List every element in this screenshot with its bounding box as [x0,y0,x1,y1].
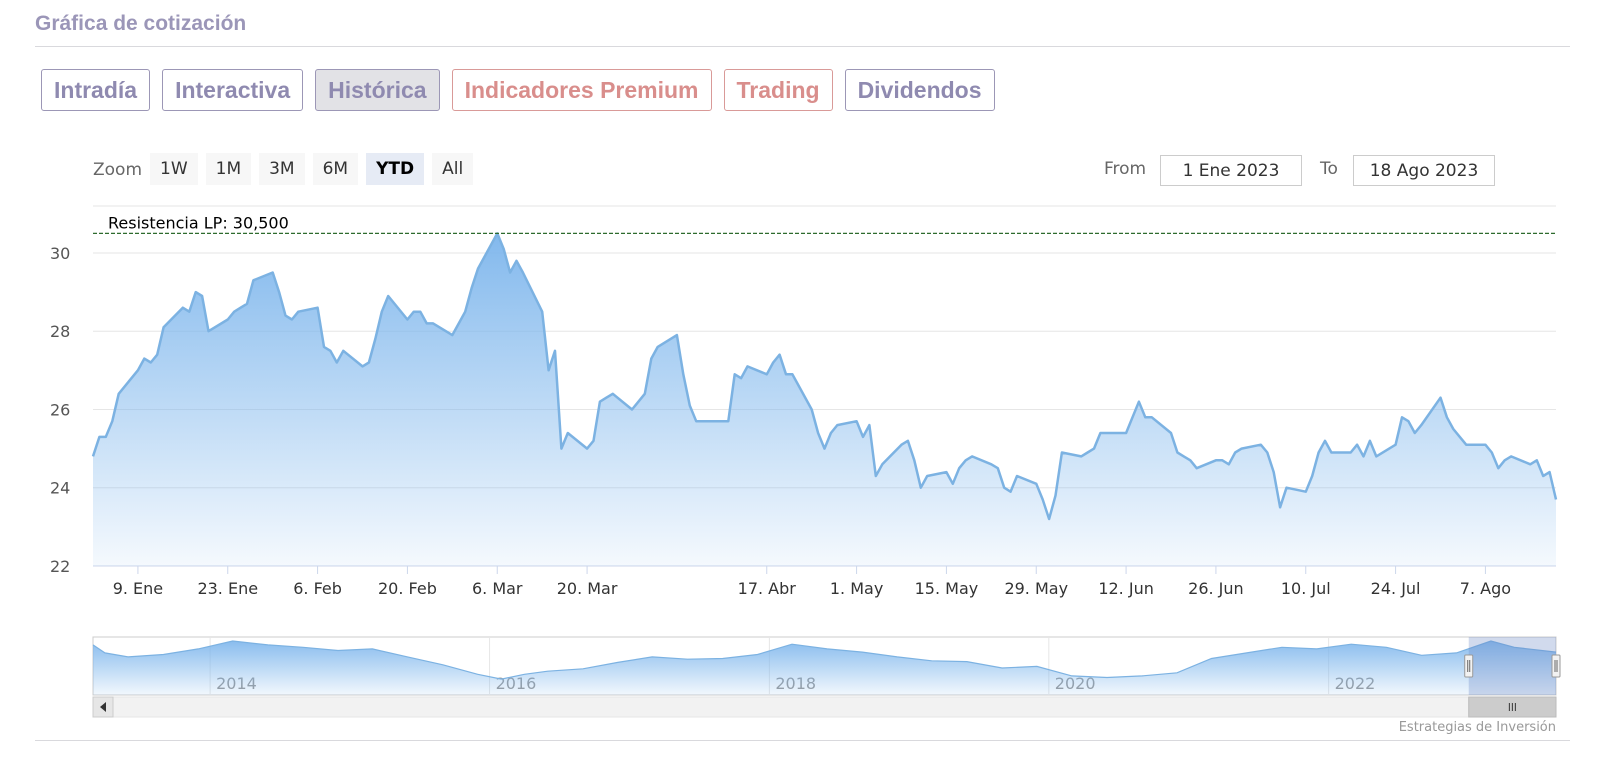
from-label: From [1104,159,1147,179]
price-area [93,233,1556,566]
x-tick-label: 15. May [915,579,979,598]
resistance-label: Resistencia LP: 30,500 [108,213,289,232]
tab-historica[interactable]: Histórica [315,69,440,111]
navigator-line [92,640,1557,680]
tab-dividendos[interactable]: Dividendos [844,69,995,111]
navigator-right-handle[interactable] [1551,654,1561,678]
x-tick-label: 1. May [830,579,883,598]
chart-credits[interactable]: Estrategias de Inversión [1398,720,1556,735]
chevron-left-icon [100,702,106,712]
navigator-scrollbar-track[interactable] [92,696,1557,718]
x-tick-label: 10. Jul [1281,579,1331,598]
x-tick-label: 20. Mar [557,579,618,598]
y-tick-label: 30 [50,244,70,263]
zoom-all-button[interactable]: All [432,153,474,185]
title-divider [35,46,1570,47]
tab-indicadores-premium[interactable]: Indicadores Premium [451,69,712,111]
x-tick-label: 26. Jun [1188,579,1244,598]
zoom-1w-button[interactable]: 1W [150,153,198,185]
tab-trading[interactable]: Trading [723,69,833,111]
x-tick-label: 9. Ene [113,579,163,598]
section-title: Gráfica de cotización [35,12,247,35]
from-date-input[interactable] [1160,155,1302,186]
x-tick-label: 23. Ene [197,579,258,598]
zoom-label: Zoom [93,160,143,180]
x-tick-label: 17. Abr [738,579,797,598]
x-tick-label: 24. Jul [1371,579,1421,598]
x-tick-label: 6. Mar [472,579,523,598]
tab-intradia[interactable]: Intradía [41,69,151,111]
navigator-left-handle[interactable] [1464,654,1474,678]
to-label: To [1320,159,1338,179]
y-tick-label: 22 [50,557,70,576]
x-tick-label: 6. Feb [293,579,342,598]
x-tick-label: 20. Feb [378,579,437,598]
price-line [91,232,1558,521]
x-tick-label: 29. May [1004,579,1068,598]
x-tick-label: 7. Ago [1460,579,1511,598]
tab-interactiva[interactable]: Interactiva [162,69,304,111]
y-tick-label: 26 [50,400,70,419]
zoom-ytd-button[interactable]: YTD [366,153,425,185]
zoom-buttons: 1W 1M 3M 6M YTD All [150,153,474,185]
navigator-selection[interactable] [1468,637,1556,695]
to-date-input[interactable] [1353,155,1495,186]
bottom-divider [35,740,1570,741]
zoom-1m-button[interactable]: 1M [205,153,252,185]
zoom-3m-button[interactable]: 3M [259,153,305,185]
navigator-area [93,641,1556,695]
zoom-6m-button[interactable]: 6M [312,153,359,185]
y-tick-label: 28 [50,322,70,341]
chart-tabs: Intradía Interactiva Histórica Indicador… [41,69,995,111]
x-tick-label: 12. Jun [1098,579,1154,598]
y-tick-label: 24 [50,479,70,498]
